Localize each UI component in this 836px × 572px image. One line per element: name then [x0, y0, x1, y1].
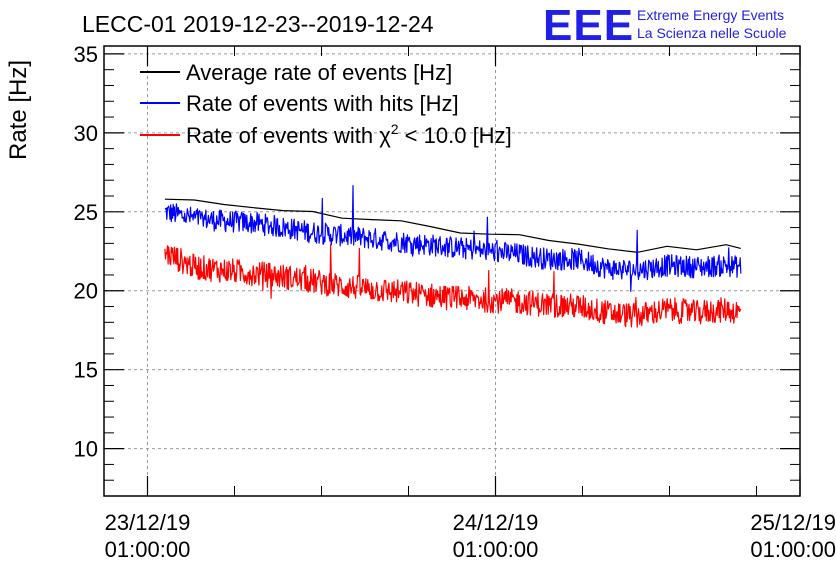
- logo-line1: Extreme Energy Events: [637, 7, 784, 23]
- x-tick-time-label: 01:00:00: [750, 537, 836, 562]
- legend-chi2-sup: 2: [391, 121, 399, 137]
- eee-logo: EEE Extreme Energy Events La Scienza nel…: [543, 1, 787, 50]
- y-tick-label: 35: [74, 42, 98, 67]
- series-line-0: [164, 198, 741, 253]
- legend-label-average: Average rate of events [Hz]: [186, 60, 452, 85]
- x-tick-date-label: 25/12/19: [750, 510, 836, 535]
- legend-label-hits: Rate of events with hits [Hz]: [186, 91, 459, 116]
- y-tick-label: 10: [74, 437, 98, 462]
- series-line-1: [164, 185, 742, 292]
- x-tick-date-label: 23/12/19: [105, 510, 191, 535]
- series-layer: [164, 185, 742, 328]
- series-line-2: [164, 243, 742, 328]
- logo-line2: La Scienza nelle Scuole: [637, 25, 787, 41]
- x-tick-time-label: 01:00:00: [105, 537, 191, 562]
- y-tick-label: 25: [74, 200, 98, 225]
- x-tick-time-label: 01:00:00: [453, 537, 539, 562]
- y-tick-label: 15: [74, 358, 98, 383]
- y-axis-label: Rate [Hz]: [5, 60, 32, 160]
- plot-frame: [103, 45, 801, 497]
- legend: Average rate of events [Hz] Rate of even…: [140, 60, 512, 148]
- y-tick-labels: 10 15 20 25 30 35: [74, 42, 98, 462]
- axis-ticks: [104, 46, 801, 497]
- logo-mark: EEE: [543, 1, 634, 50]
- legend-chi2-prefix: Rate of events with χ: [186, 123, 391, 148]
- y-tick-label: 20: [74, 279, 98, 304]
- legend-chi2-suffix: < 10.0 [Hz]: [399, 123, 512, 148]
- legend-label-chi2: Rate of events with χ2 < 10.0 [Hz]: [186, 121, 512, 148]
- chart-title: LECC-01 2019-12-23--2019-12-24: [82, 11, 434, 37]
- x-tick-date-label: 24/12/19: [453, 510, 539, 535]
- x-tick-labels: 23/12/1901:00:0024/12/1901:00:0025/12/19…: [105, 510, 836, 562]
- y-tick-label: 30: [74, 121, 98, 146]
